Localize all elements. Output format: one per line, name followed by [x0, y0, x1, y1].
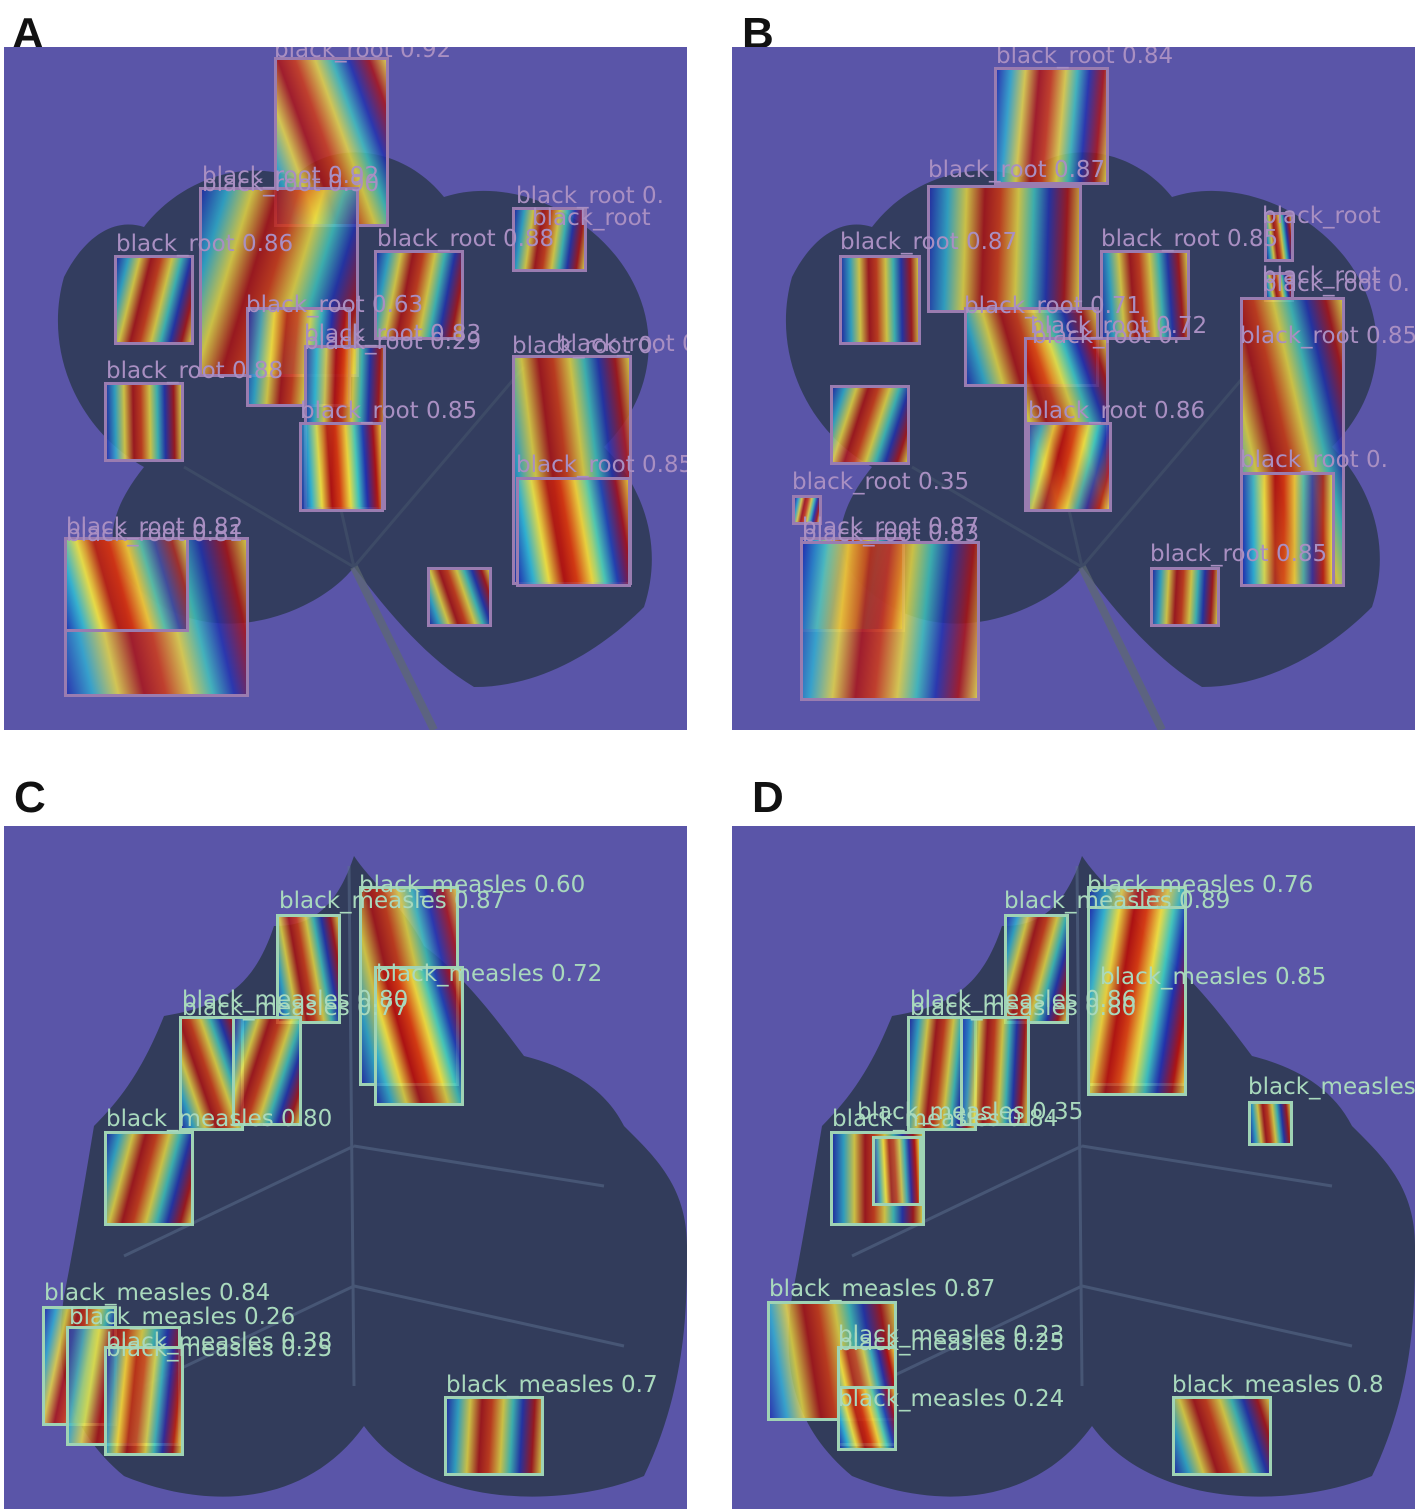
heatmap-overlay: [377, 253, 461, 337]
detection-box: [299, 422, 384, 512]
heatmap-overlay: [107, 385, 181, 459]
heatmap-overlay: [930, 188, 1079, 310]
heatmap-overlay: [1175, 1399, 1269, 1473]
detection-box: [104, 382, 184, 462]
detection-box: [792, 495, 822, 525]
heatmap-overlay: [1243, 475, 1332, 584]
heatmap-overlay: [1090, 909, 1184, 1093]
detection-box: [104, 1346, 184, 1456]
detection-box: [374, 250, 464, 340]
heatmap-overlay: [803, 544, 977, 698]
detection-box: [1100, 250, 1190, 340]
heatmap-overlay: [840, 1389, 894, 1448]
detection-box: [114, 255, 194, 345]
panel-d-image: black_measles 0.76 black_measles 0.89 blac…: [732, 826, 1415, 1509]
detection-box: [1172, 1396, 1272, 1476]
detection-box: [927, 185, 1082, 313]
heatmap-overlay: [519, 480, 628, 584]
heatmap-overlay: [1251, 1104, 1290, 1143]
detection-box: [374, 966, 464, 1106]
detection-box: [1240, 472, 1335, 587]
heatmap-overlay: [1267, 275, 1291, 299]
panel-letter-c: C: [14, 773, 46, 822]
detection-box: [837, 1386, 897, 1451]
heatmap-overlay: [182, 1019, 241, 1128]
heatmap-overlay: [279, 917, 338, 1021]
heatmap-overlay: [842, 258, 918, 342]
panel-c-image: black_measles 0.60 black_measles 0.87 blac…: [4, 826, 687, 1509]
heatmap-overlay: [1007, 917, 1066, 1021]
panel-b-image: black_root 0.84 black_root 0.87 black_root…: [732, 47, 1415, 730]
heatmap-overlay: [1103, 253, 1187, 337]
heatmap-overlay: [833, 388, 907, 462]
heatmap-overlay: [963, 1019, 1027, 1123]
detection-box: [1248, 1101, 1293, 1146]
detection-box: [104, 1131, 194, 1226]
detection-box: [994, 67, 1109, 185]
detection-box: [872, 1136, 922, 1206]
detection-box: [276, 914, 341, 1024]
heatmap-overlay: [107, 1134, 191, 1223]
detection-box: [64, 537, 189, 632]
heatmap-overlay: [1267, 215, 1291, 259]
heatmap-overlay: [107, 1349, 181, 1453]
heatmap-overlay: [67, 540, 186, 629]
heatmap-overlay: [997, 70, 1106, 182]
detection-box: [1264, 212, 1294, 262]
detection-box: [830, 385, 910, 465]
detection-box: [512, 207, 587, 272]
detection-box: [444, 1396, 544, 1476]
heatmap-overlay: [447, 1399, 541, 1473]
detection-box: [1027, 422, 1112, 512]
heatmap-overlay: [377, 969, 461, 1103]
heatmap-overlay: [1153, 570, 1217, 624]
panel-a-image: black_root 0.92 black_root 0.92 black_root…: [4, 47, 687, 730]
detection-box: [960, 1016, 1030, 1126]
detection-box: [232, 1016, 302, 1126]
detection-box: [839, 255, 921, 345]
heatmap-overlay: [430, 570, 489, 624]
heatmap-overlay: [1030, 425, 1109, 509]
detection-box: [1004, 914, 1069, 1024]
detection-box: [427, 567, 492, 627]
heatmap-overlay: [117, 258, 191, 342]
heatmap-overlay: [875, 1139, 919, 1203]
detection-box: [516, 477, 631, 587]
heatmap-overlay: [795, 498, 819, 522]
detection-box: [1087, 906, 1187, 1096]
heatmap-overlay: [515, 210, 584, 269]
panel-letter-d: D: [752, 773, 784, 822]
detection-box: [1150, 567, 1220, 627]
heatmap-overlay: [235, 1019, 299, 1123]
heatmap-overlay: [302, 425, 381, 509]
detection-box: [800, 541, 980, 701]
